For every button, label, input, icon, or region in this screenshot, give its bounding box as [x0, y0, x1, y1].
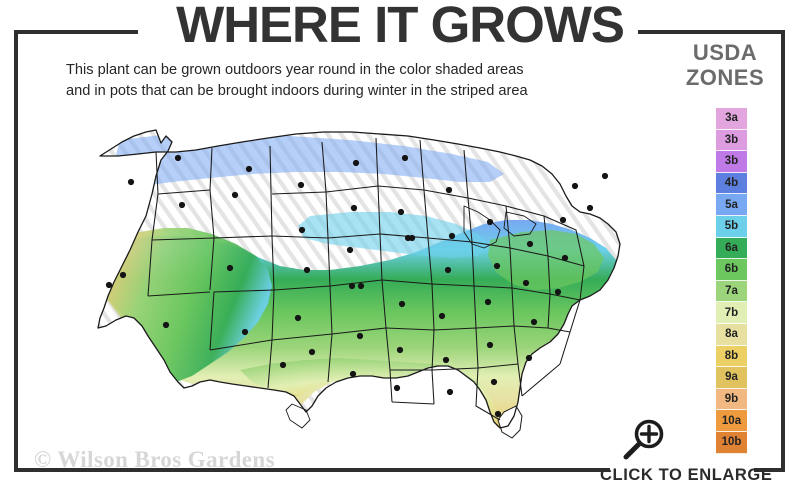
legend-swatch-7b-9: 7b [716, 302, 747, 324]
click-to-enlarge-label[interactable]: CLICK TO ENLARGE [600, 466, 773, 484]
legend-swatch-6b-7: 6b [716, 259, 747, 281]
magnifier-plus-icon[interactable] [620, 419, 668, 461]
watermark: © Wilson Bros Gardens [34, 447, 275, 472]
subtitle-line-1: This plant can be grown outdoors year ro… [66, 62, 524, 78]
legend-swatch-5b-5: 5b [716, 215, 747, 238]
legend-swatch-10a-14: 10a [716, 410, 747, 432]
border-right [781, 30, 785, 472]
city-dots [105, 154, 609, 418]
subtitle: This plant can be grown outdoors year ro… [66, 60, 636, 102]
subtitle-line-2: and in pots that can be brought indoors … [66, 83, 528, 99]
legend-heading-line-2: ZONES [685, 65, 765, 90]
usda-hardiness-map[interactable] [60, 120, 640, 440]
legend-swatch-3a-0: 3a [716, 108, 747, 130]
legend-swatch-6a-6: 6a [716, 237, 747, 260]
legend-swatch-9b-13: 9b [716, 388, 747, 411]
legend-swatch-8b-11: 8b [716, 345, 747, 368]
legend-swatch-8a-10: 8a [716, 323, 747, 346]
legend-heading-line-1: USDA [692, 40, 758, 65]
map-svg[interactable] [60, 120, 640, 440]
page-title: WHERE IT GROWS [176, 0, 625, 53]
legend-swatch-3b-2: 3b [716, 151, 747, 173]
legend-swatch-10b-15: 10b [716, 431, 747, 454]
border-left [14, 30, 18, 472]
legend-swatch-7a-8: 7a [716, 280, 747, 303]
legend-heading: USDA ZONES [666, 40, 784, 90]
legend-swatch-3b-1: 3b [716, 129, 747, 152]
state-boundaries [97, 129, 621, 429]
legend-swatch-9a-12: 9a [716, 367, 747, 389]
map-excluded-areas [285, 403, 523, 439]
usda-zone-legend: 3a 3b 3b 4b 5a 5b 6a 6b 7a 7b 8a 8b 9a 9b 10a 10b [716, 108, 747, 454]
legend-swatch-4b-3: 4b [716, 172, 747, 195]
legend-swatch-5a-4: 5a [716, 194, 747, 216]
